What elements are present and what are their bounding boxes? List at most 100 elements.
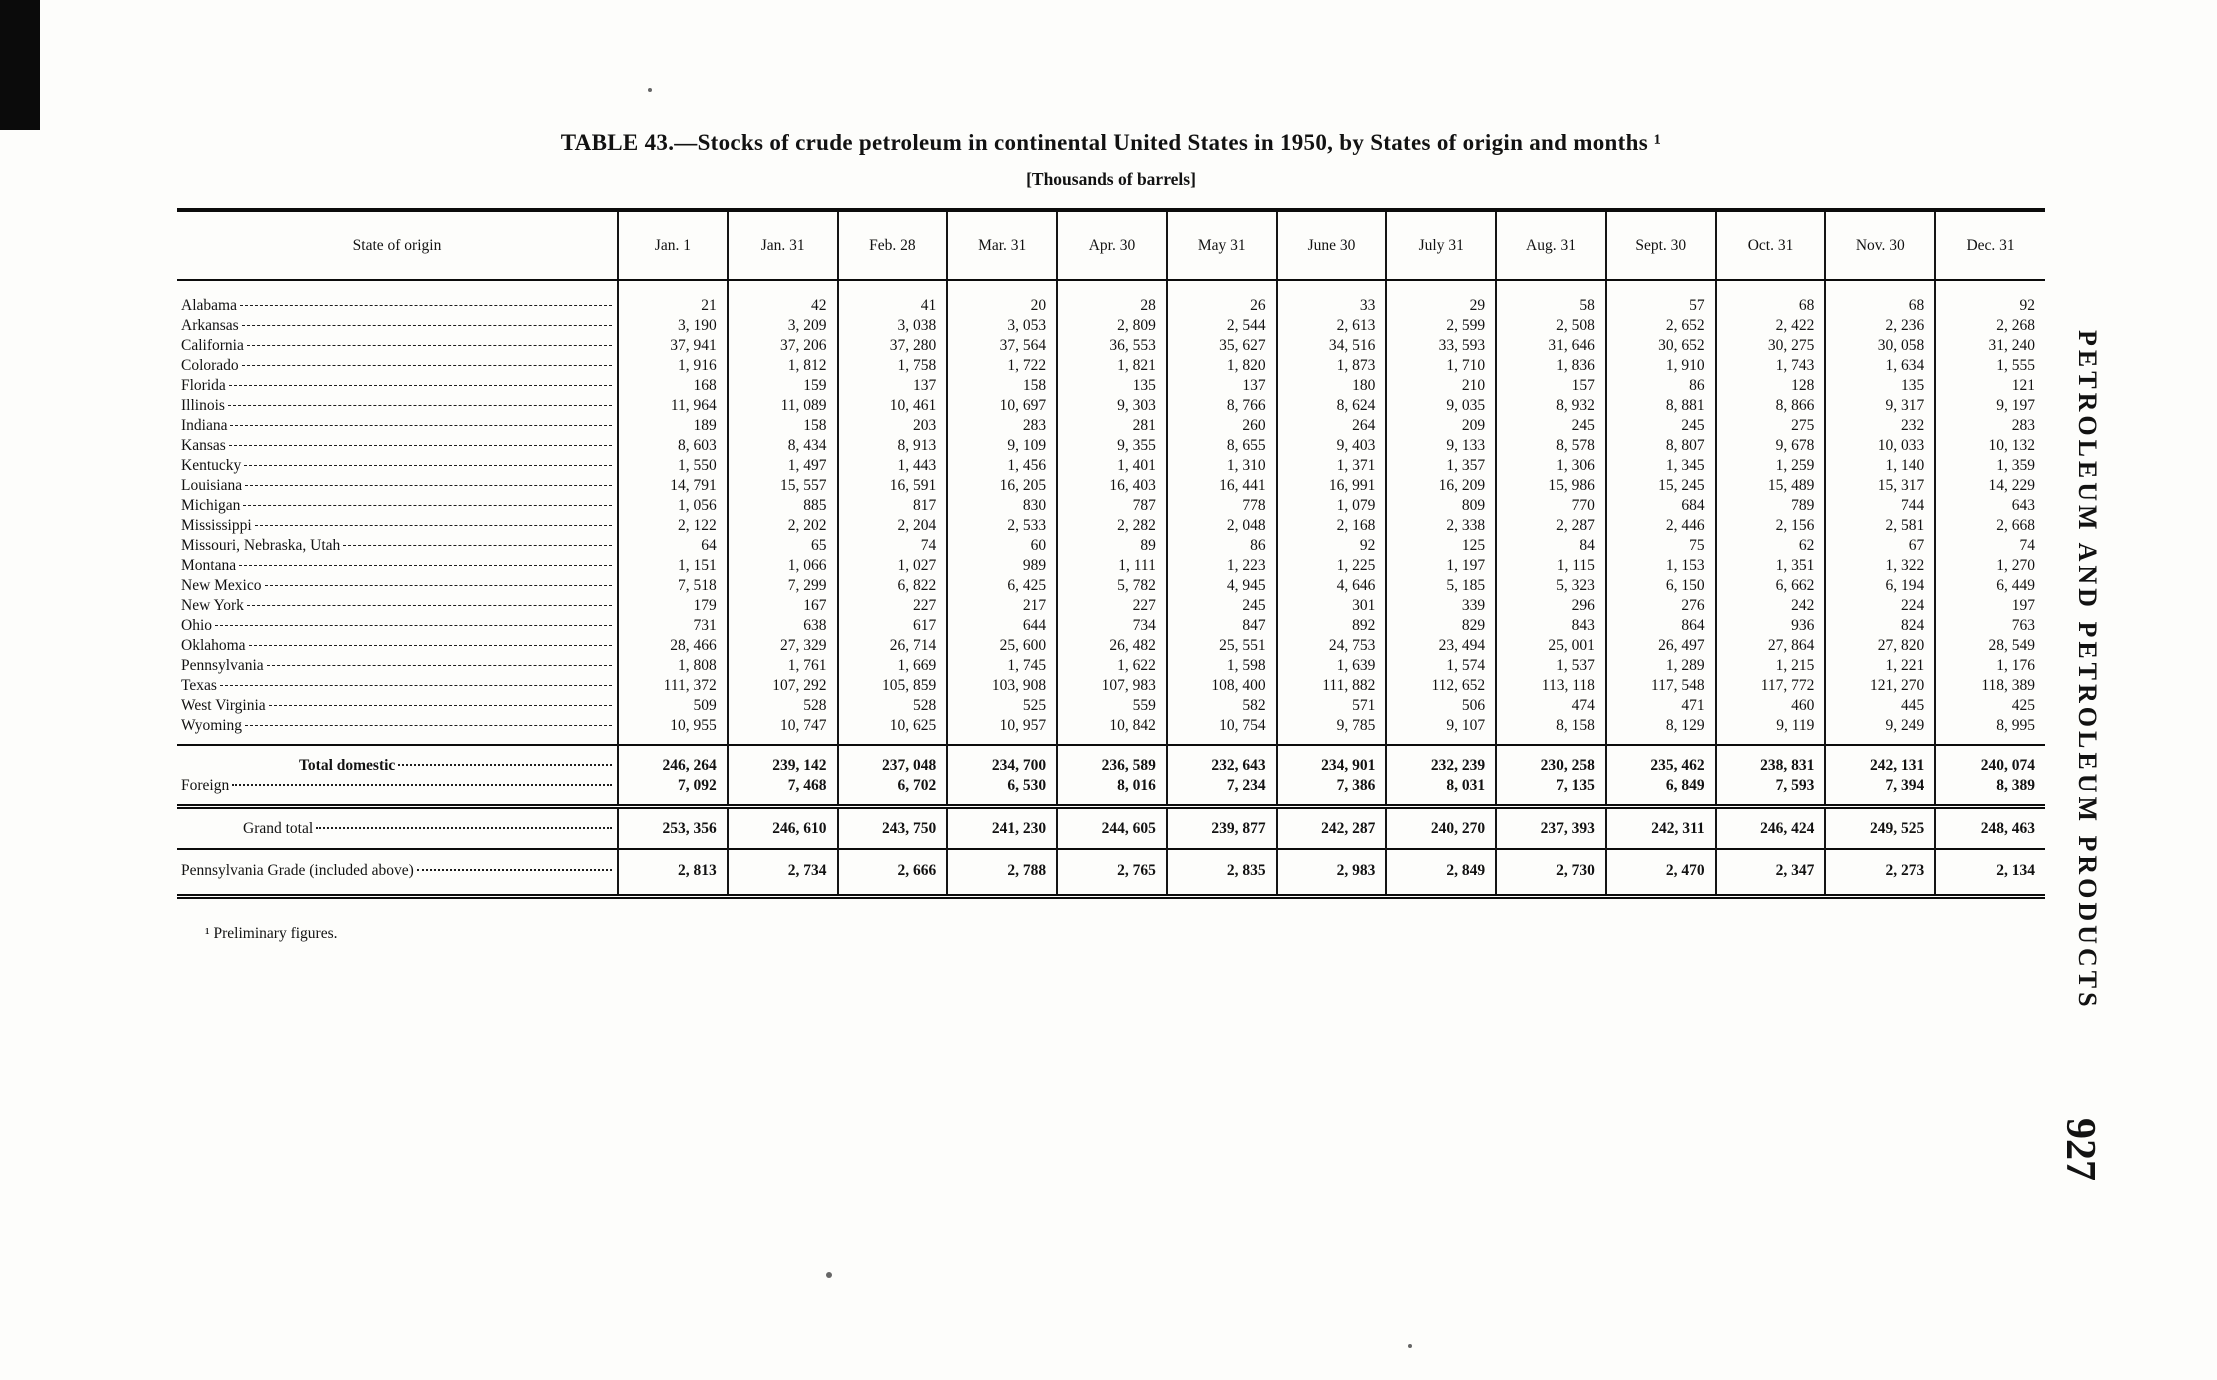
value-cell: 25, 001 xyxy=(1495,635,1606,656)
value-cell: 42 xyxy=(726,280,838,316)
value-cell: 21 xyxy=(617,280,728,316)
value-cell: 230, 258 xyxy=(1495,744,1606,776)
value-cell: 26 xyxy=(1165,280,1277,316)
row-label: California xyxy=(181,337,244,354)
leader-line xyxy=(246,605,612,606)
scan-artifact-corner xyxy=(0,0,40,130)
value-cell: 3, 190 xyxy=(617,315,728,336)
value-cell: 6, 194 xyxy=(1824,575,1936,596)
value-cell: 936 xyxy=(1714,615,1826,636)
value-cell: 1, 537 xyxy=(1495,655,1606,676)
value-cell: 1, 555 xyxy=(1934,355,2045,376)
value-cell: 9, 303 xyxy=(1056,395,1167,416)
row-label-cell: Pennsylvania xyxy=(177,656,618,676)
value-cell: 474 xyxy=(1495,695,1606,716)
leader-line xyxy=(248,645,612,646)
value-cell: 744 xyxy=(1824,495,1936,516)
value-cell: 58 xyxy=(1495,280,1606,316)
table-row-texas: Texas 111, 372 107, 292 105, 859 103, 908 107… xyxy=(177,675,2045,696)
value-cell: 2, 652 xyxy=(1604,315,1716,336)
table-row-indiana: Indiana 189 158 203 283 281 260 264 209 245 245 275… xyxy=(177,415,2045,436)
value-cell: 2, 268 xyxy=(1934,315,2045,336)
leader-line xyxy=(246,345,612,346)
value-cell: 283 xyxy=(1934,415,2045,436)
leader-line xyxy=(239,565,612,566)
value-cell: 892 xyxy=(1275,615,1387,636)
value-cell: 7, 299 xyxy=(726,575,838,596)
value-cell: 1, 357 xyxy=(1385,455,1497,476)
value-cell: 1, 215 xyxy=(1714,655,1826,676)
value-cell: 1, 401 xyxy=(1056,455,1167,476)
value-cell: 2, 533 xyxy=(946,515,1058,536)
leader-line xyxy=(215,625,612,626)
value-cell: 8, 995 xyxy=(1934,715,2045,745)
value-cell: 243, 750 xyxy=(836,804,948,849)
value-cell: 1, 259 xyxy=(1714,455,1826,476)
value-cell: 571 xyxy=(1275,695,1387,716)
value-cell: 2, 765 xyxy=(1056,848,1167,897)
value-cell: 9, 107 xyxy=(1385,715,1497,745)
value-cell: 830 xyxy=(946,495,1058,516)
row-label: Oklahoma xyxy=(181,637,246,654)
value-cell: 644 xyxy=(946,615,1058,636)
scan-speck xyxy=(1408,1344,1412,1348)
row-label: Ohio xyxy=(181,617,212,634)
value-cell: 15, 557 xyxy=(726,475,838,496)
column-header-feb-28: Feb. 28 xyxy=(836,210,948,281)
value-cell: 1, 310 xyxy=(1165,455,1277,476)
leader-line xyxy=(245,725,612,726)
value-cell: 246, 264 xyxy=(617,744,728,776)
value-cell: 8, 807 xyxy=(1604,435,1716,456)
page-content: TABLE 43.—Stocks of crude petroleum in c… xyxy=(177,130,2045,943)
value-cell: 8, 434 xyxy=(726,435,838,456)
value-cell: 2, 581 xyxy=(1824,515,1936,536)
value-cell: 1, 598 xyxy=(1165,655,1277,676)
value-cell: 1, 497 xyxy=(726,455,838,476)
value-cell: 6, 150 xyxy=(1604,575,1716,596)
row-label: Colorado xyxy=(181,357,239,374)
value-cell: 108, 400 xyxy=(1165,675,1277,696)
row-label: Louisiana xyxy=(181,477,243,494)
value-cell: 1, 820 xyxy=(1165,355,1277,376)
column-header-july-31: July 31 xyxy=(1385,210,1497,281)
row-label: Montana xyxy=(181,557,237,574)
value-cell: 7, 234 xyxy=(1165,775,1277,807)
value-cell: 7, 518 xyxy=(617,575,728,596)
row-label: Arkansas xyxy=(181,317,239,334)
value-cell: 9, 109 xyxy=(946,435,1058,456)
value-cell: 74 xyxy=(836,535,948,556)
value-cell: 8, 031 xyxy=(1385,775,1497,807)
value-cell: 1, 836 xyxy=(1495,355,1606,376)
scan-speck xyxy=(826,1272,832,1278)
value-cell: 264 xyxy=(1275,415,1387,436)
stocks-table: State of origin Jan. 1 Jan. 31 Feb. 28 Mar. … xyxy=(177,208,2045,899)
value-cell: 62 xyxy=(1714,535,1826,556)
table-row-new-mexico: New Mexico 7, 518 7, 299 6, 822 6, 425 5, 782… xyxy=(177,575,2045,596)
value-cell: 111, 372 xyxy=(617,675,728,696)
value-cell: 2, 273 xyxy=(1824,848,1936,897)
value-cell: 460 xyxy=(1714,695,1826,716)
value-cell: 113, 118 xyxy=(1495,675,1606,696)
value-cell: 8, 389 xyxy=(1934,775,2045,807)
table-body: Alabama 21 42 41 20 28 26 33 29 58 57 68 68 92 Arkansa… xyxy=(177,280,2045,897)
value-cell: 75 xyxy=(1604,535,1716,556)
row-label: Kansas xyxy=(181,437,226,454)
row-label: Pennsylvania Grade (included above) xyxy=(181,862,414,879)
value-cell: 10, 747 xyxy=(726,715,838,745)
value-cell: 885 xyxy=(726,495,838,516)
value-cell: 787 xyxy=(1056,495,1167,516)
column-header-oct-31: Oct. 31 xyxy=(1714,210,1826,281)
value-cell: 2, 202 xyxy=(726,515,838,536)
value-cell: 8, 624 xyxy=(1275,395,1387,416)
leader-line xyxy=(241,365,612,366)
value-cell: 445 xyxy=(1824,695,1936,716)
row-label-cell: Kansas xyxy=(177,436,618,456)
row-label-cell: Indiana xyxy=(177,416,618,436)
value-cell: 1, 225 xyxy=(1275,555,1387,576)
table-unit-note: [Thousands of barrels] xyxy=(1026,169,1196,189)
value-cell: 1, 574 xyxy=(1385,655,1497,676)
table-row-total-domestic: Total domestic 246, 264 239, 142 237, 048 23… xyxy=(177,744,2045,776)
value-cell: 582 xyxy=(1165,695,1277,716)
value-cell: 197 xyxy=(1934,595,2045,616)
value-cell: 241, 230 xyxy=(946,804,1058,849)
